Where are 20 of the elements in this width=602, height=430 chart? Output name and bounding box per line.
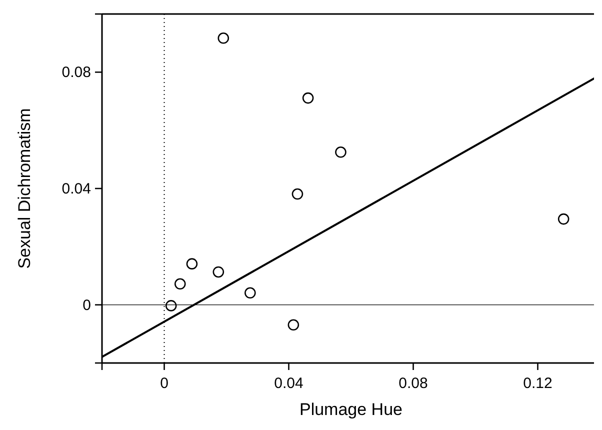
- point: [218, 32, 230, 44]
- point: [165, 300, 177, 312]
- point: [302, 92, 314, 104]
- x-tick-label: 0.04: [274, 375, 304, 392]
- y-tick-label: 0: [82, 296, 91, 314]
- point: [186, 258, 198, 270]
- point: [288, 319, 300, 331]
- x-axis-title: Plumage Hue: [299, 400, 403, 419]
- x-tick-label: 0.08: [398, 375, 428, 392]
- point: [212, 266, 224, 278]
- x-tick-label: 0.12: [523, 375, 552, 392]
- point: [292, 188, 304, 200]
- point: [244, 287, 256, 299]
- y-axis-title: Sexual Dichromatism: [15, 108, 34, 269]
- y-tick-label: 0.04: [62, 180, 91, 198]
- x-tick-label: 0: [160, 375, 168, 392]
- point: [174, 278, 186, 290]
- point: [335, 146, 346, 158]
- y-tick-label: 0.08: [62, 64, 91, 82]
- point: [558, 213, 570, 225]
